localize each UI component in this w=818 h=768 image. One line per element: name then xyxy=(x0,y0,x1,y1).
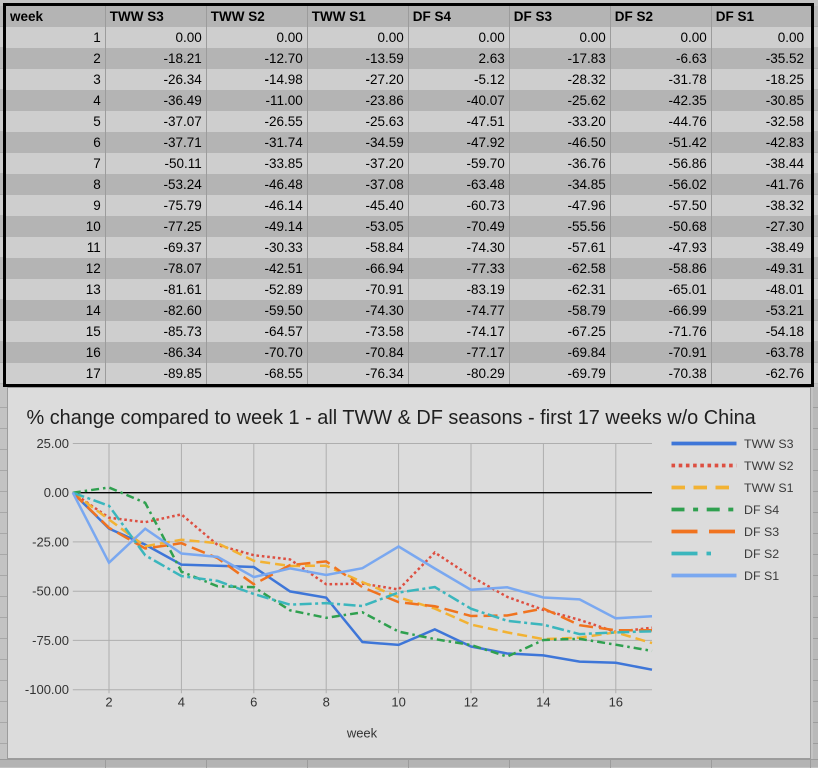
svg-text:DF S3: DF S3 xyxy=(744,525,779,539)
svg-text:week: week xyxy=(346,726,378,741)
svg-text:14: 14 xyxy=(536,695,550,710)
svg-text:DF S1: DF S1 xyxy=(744,569,779,583)
svg-text:12: 12 xyxy=(464,695,478,710)
svg-text:6: 6 xyxy=(250,695,257,710)
svg-text:2: 2 xyxy=(105,695,112,710)
svg-text:TWW S2: TWW S2 xyxy=(744,459,794,473)
svg-text:DF S2: DF S2 xyxy=(744,547,779,561)
svg-text:DF S4: DF S4 xyxy=(744,503,779,517)
svg-text:10: 10 xyxy=(391,695,405,710)
svg-text:% change compared to week 1 -: % change compared to week 1 - all TWW & … xyxy=(27,407,757,429)
svg-text:25.00: 25.00 xyxy=(36,436,69,451)
svg-text:0.00: 0.00 xyxy=(44,485,69,500)
svg-text:TWW S3: TWW S3 xyxy=(744,437,794,451)
svg-text:-75.00: -75.00 xyxy=(32,633,69,648)
svg-text:-100.00: -100.00 xyxy=(25,682,69,697)
svg-text:TWW S1: TWW S1 xyxy=(744,481,794,495)
svg-text:-25.00: -25.00 xyxy=(32,534,69,549)
svg-text:4: 4 xyxy=(178,695,185,710)
svg-text:-50.00: -50.00 xyxy=(32,584,69,599)
svg-text:8: 8 xyxy=(323,695,330,710)
svg-text:16: 16 xyxy=(609,695,623,710)
